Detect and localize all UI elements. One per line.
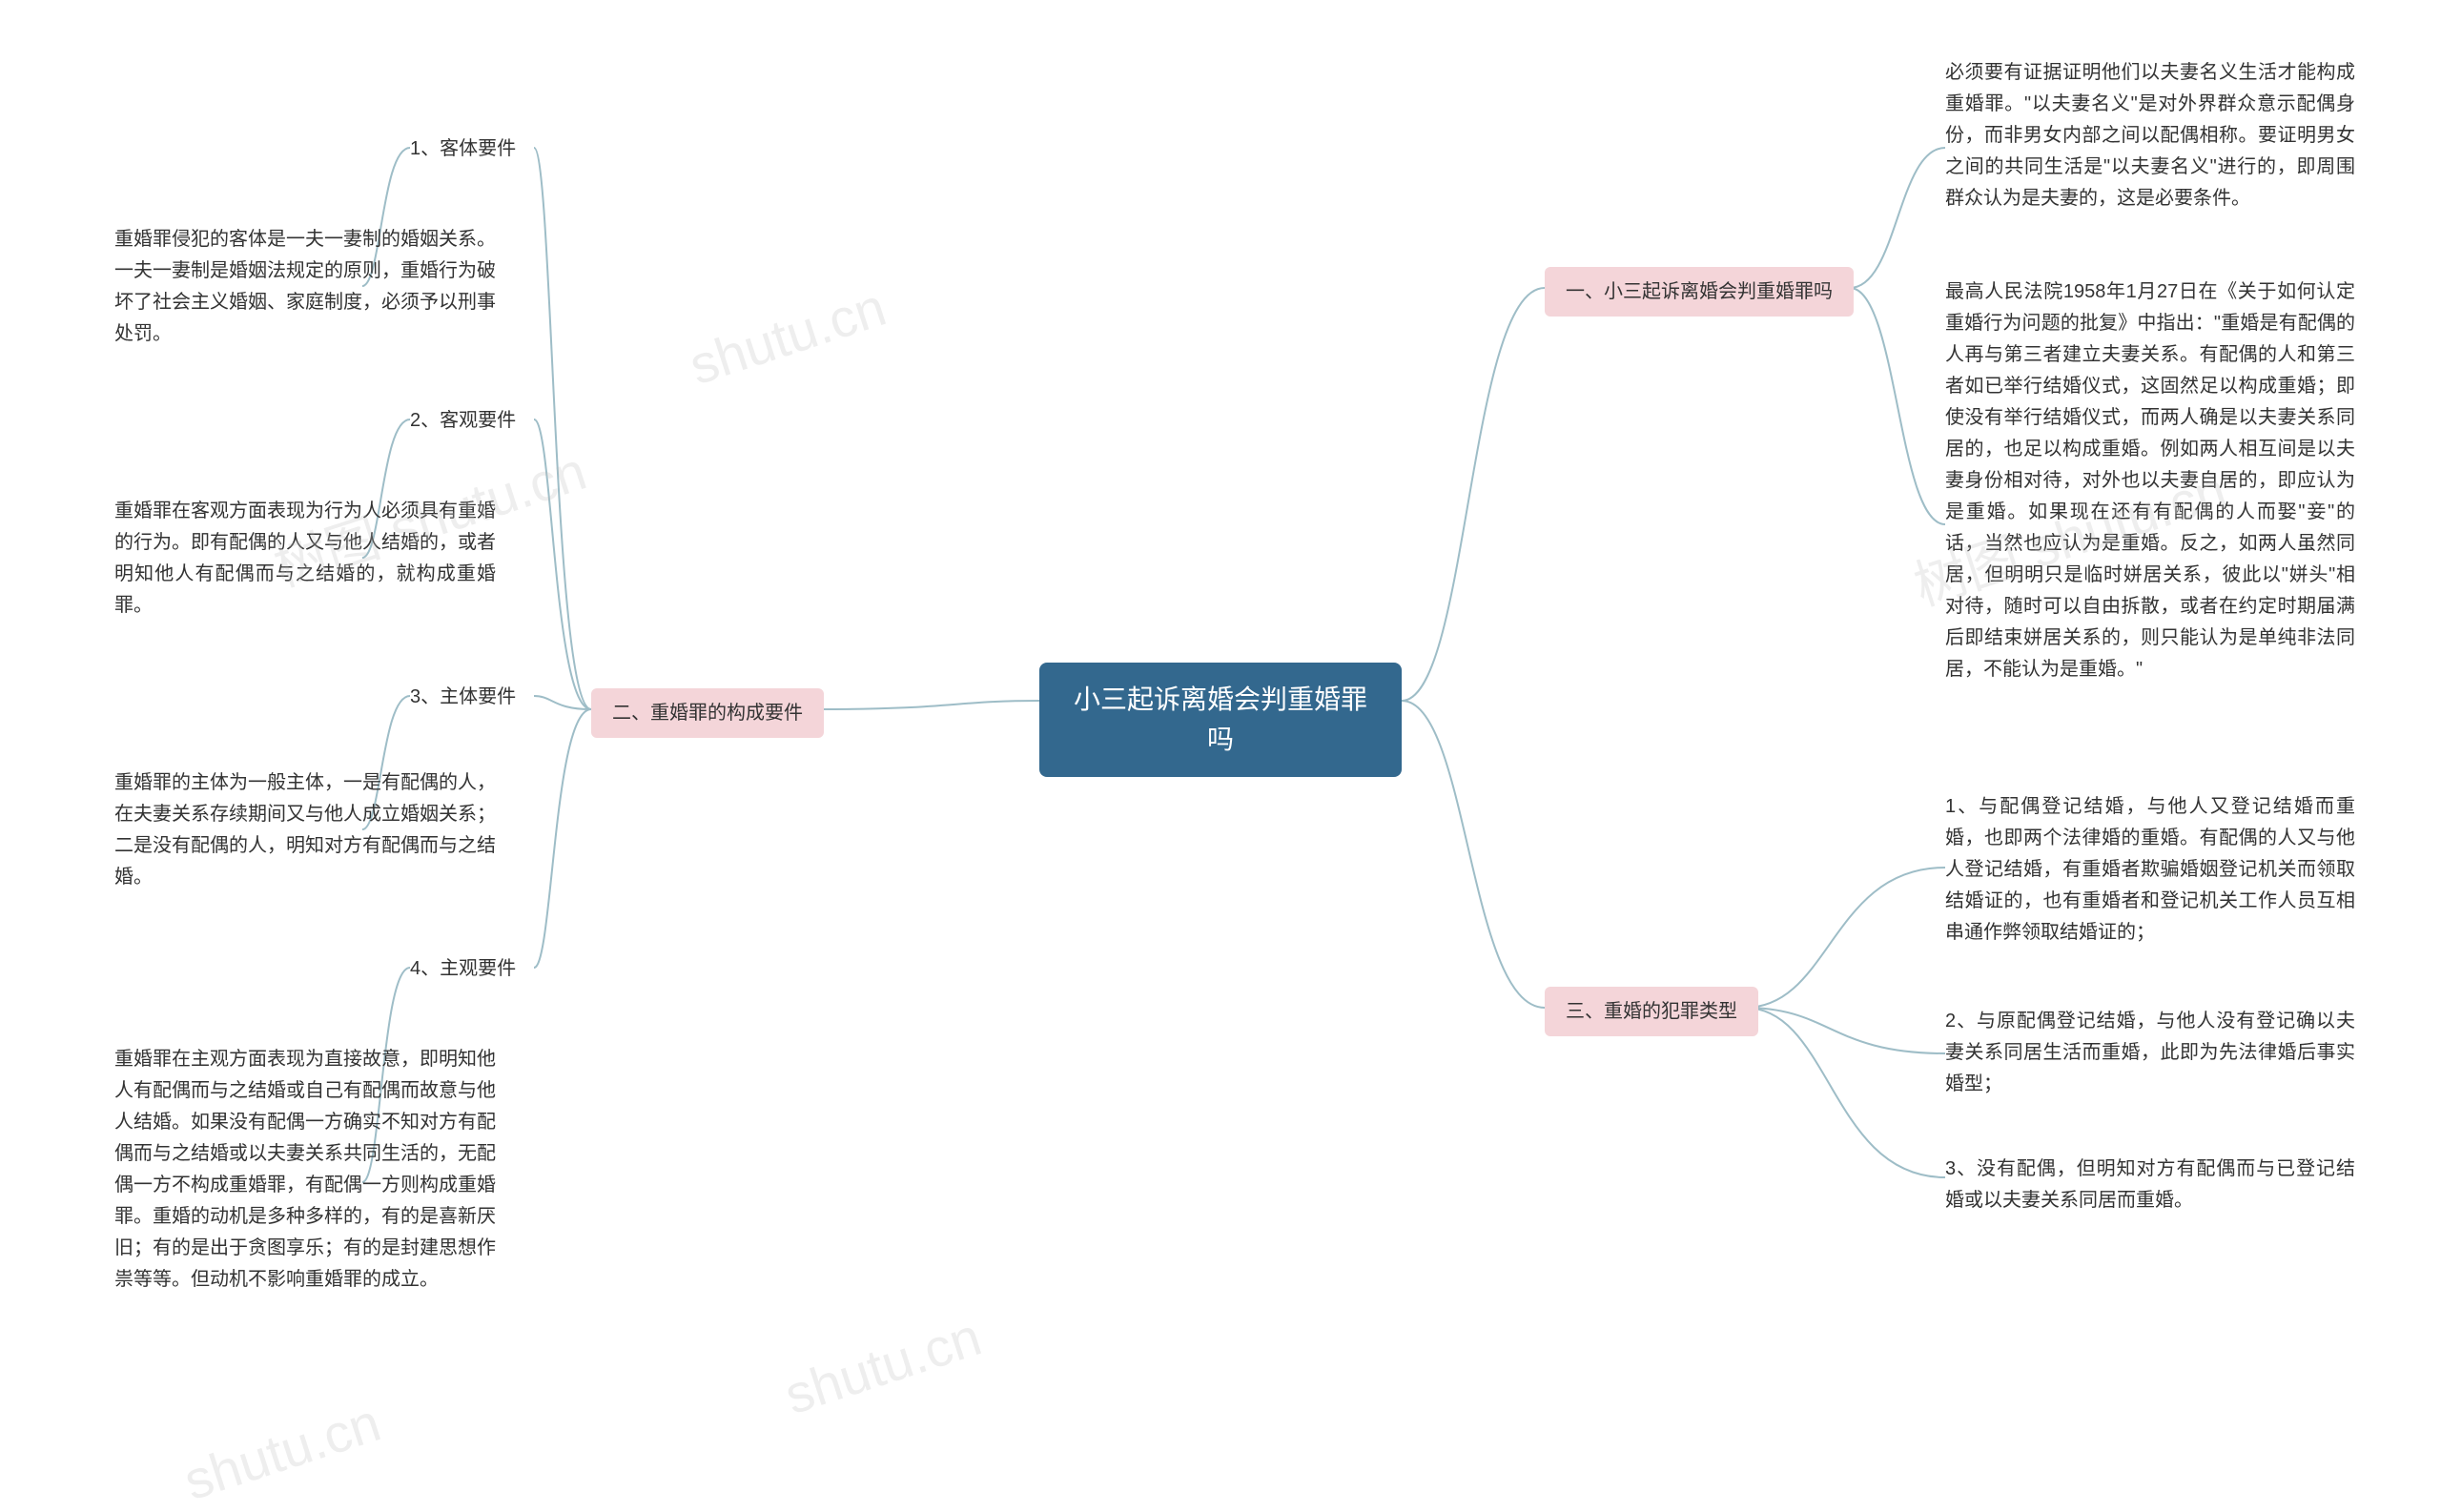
branch-2-child-4-sub-text: 重婚罪在主观方面表现为直接故意，即明知他人有配偶而与之结婚或自己有配偶而故意与他… [114,1049,496,1290]
branch-1-child-1-text: 必须要有证据证明他们以夫妻名义生活才能构成重婚罪。"以夫妻名义"是对外界群众意示… [1945,62,2355,209]
branch-2: 二、重婚罪的构成要件 [591,688,824,738]
branch-2-child-2: 2、客观要件 [410,405,516,436]
branch-2-child-3-label: 3、主体要件 [410,686,516,707]
branch-2-label: 二、重婚罪的构成要件 [612,703,803,724]
branch-1-child-2: 最高人民法院1958年1月27日在《关于如何认定重婚行为问题的批复》中指出："重… [1945,276,2355,685]
watermark: shutu.cn [682,276,892,397]
branch-3: 三、重婚的犯罪类型 [1545,987,1758,1036]
branch-2-child-2-sub: 重婚罪在客观方面表现为行为人必须具有重婚的行为。即有配偶的人又与他人结婚的，或者… [114,496,496,622]
branch-2-child-4: 4、主观要件 [410,953,516,984]
watermark: shutu.cn [777,1305,988,1426]
branch-2-child-3-sub: 重婚罪的主体为一般主体，一是有配偶的人，在夫妻关系存续期间又与他人成立婚姻关系；… [114,767,496,893]
branch-3-child-1-text: 1、与配偶登记结婚，与他人又登记结婚而重婚，也即两个法律婚的重婚。有配偶的人又与… [1945,796,2355,943]
branch-3-label: 三、重婚的犯罪类型 [1566,1001,1737,1022]
mindmap-canvas: 小三起诉离婚会判重婚罪吗 一、小三起诉离婚会判重婚罪吗 必须要有证据证明他们以夫… [0,0,2441,1439]
branch-3-child-2: 2、与原配偶登记结婚，与他人没有登记确以夫妻关系同居生活而重婚，此即为先法律婚后… [1945,1006,2355,1100]
branch-2-child-2-label: 2、客观要件 [410,410,516,431]
branch-2-child-1-sub-text: 重婚罪侵犯的客体是一夫一妻制的婚姻关系。一夫一妻制是婚姻法规定的原则，重婚行为破… [114,229,496,344]
center-text: 小三起诉离婚会判重婚罪吗 [1074,684,1367,754]
branch-1-label: 一、小三起诉离婚会判重婚罪吗 [1566,281,1833,302]
branch-2-child-2-sub-text: 重婚罪在客观方面表现为行为人必须具有重婚的行为。即有配偶的人又与他人结婚的，或者… [114,501,496,616]
watermark: shutu.cn [176,1391,387,1512]
branch-2-child-1: 1、客体要件 [410,133,516,164]
branch-3-child-3: 3、没有配偶，但明知对方有配偶而与已登记结婚或以夫妻关系同居而重婚。 [1945,1154,2355,1216]
branch-3-child-1: 1、与配偶登记结婚，与他人又登记结婚而重婚，也即两个法律婚的重婚。有配偶的人又与… [1945,791,2355,949]
branch-2-child-3-sub-text: 重婚罪的主体为一般主体，一是有配偶的人，在夫妻关系存续期间又与他人成立婚姻关系；… [114,772,496,888]
center-node: 小三起诉离婚会判重婚罪吗 [1039,663,1402,777]
branch-2-child-3: 3、主体要件 [410,682,516,712]
branch-3-child-2-text: 2、与原配偶登记结婚，与他人没有登记确以夫妻关系同居生活而重婚，此即为先法律婚后… [1945,1011,2355,1094]
branch-2-child-4-sub: 重婚罪在主观方面表现为直接故意，即明知他人有配偶而与之结婚或自己有配偶而故意与他… [114,1044,496,1296]
branch-2-child-4-label: 4、主观要件 [410,958,516,979]
branch-2-child-1-label: 1、客体要件 [410,138,516,159]
branch-3-child-3-text: 3、没有配偶，但明知对方有配偶而与已登记结婚或以夫妻关系同居而重婚。 [1945,1158,2355,1211]
branch-1-child-1: 必须要有证据证明他们以夫妻名义生活才能构成重婚罪。"以夫妻名义"是对外界群众意示… [1945,57,2355,215]
branch-1: 一、小三起诉离婚会判重婚罪吗 [1545,267,1854,317]
branch-2-child-1-sub: 重婚罪侵犯的客体是一夫一妻制的婚姻关系。一夫一妻制是婚姻法规定的原则，重婚行为破… [114,224,496,350]
branch-1-child-2-text: 最高人民法院1958年1月27日在《关于如何认定重婚行为问题的批复》中指出："重… [1945,281,2355,680]
